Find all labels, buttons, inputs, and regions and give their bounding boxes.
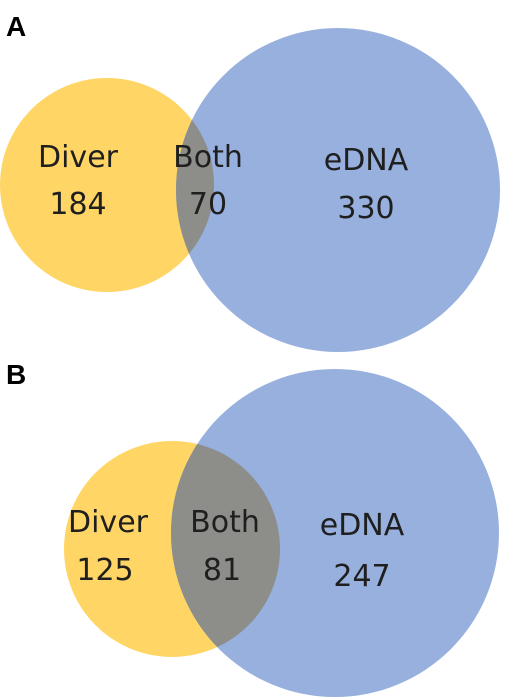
panel-a-both-label: Both <box>173 140 243 175</box>
panel-a-diver-count: 184 <box>49 187 106 222</box>
panel-a-diver-label: Diver <box>38 140 119 175</box>
panel-b-label: B <box>6 359 26 390</box>
panel-a-both-count: 70 <box>189 187 227 222</box>
panel-a-edna-circle <box>176 28 500 352</box>
panel-b-edna-count: 247 <box>333 559 390 594</box>
panel-b-diver-label: Diver <box>68 505 149 540</box>
panel-a-edna-label: eDNA <box>324 143 409 178</box>
panel-b-both-count: 81 <box>203 553 241 588</box>
panel-a: A Diver 184 Both 70 eDNA 330 <box>0 11 500 352</box>
panel-a-label: A <box>6 11 26 42</box>
panel-b: B Diver 125 Both 81 eDNA 247 <box>6 359 499 697</box>
panel-a-edna-count: 330 <box>337 191 394 226</box>
panel-b-diver-count: 125 <box>76 553 133 588</box>
panel-b-both-label: Both <box>190 505 260 540</box>
panel-a-diver-circle <box>0 78 214 292</box>
panel-b-edna-label: eDNA <box>320 508 405 543</box>
